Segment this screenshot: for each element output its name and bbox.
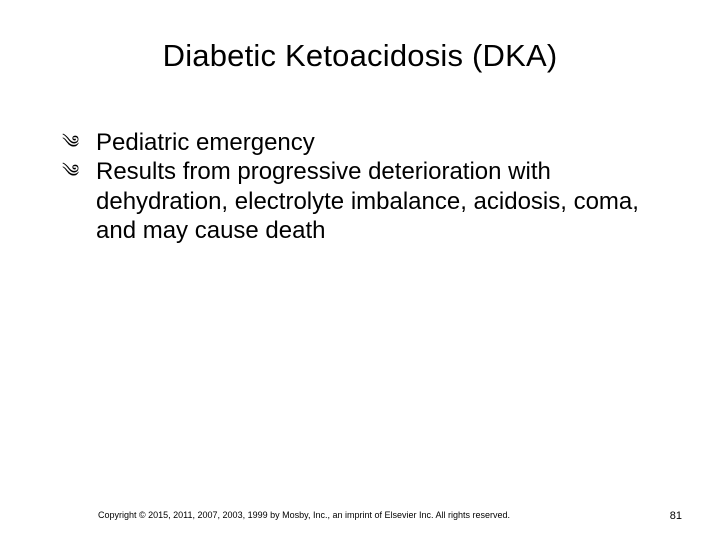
slide-title: Diabetic Ketoacidosis (DKA): [0, 38, 720, 74]
bullet-text: Pediatric emergency: [96, 128, 660, 157]
bullet-icon: ༄: [62, 128, 96, 154]
copyright-text: Copyright © 2015, 2011, 2007, 2003, 1999…: [98, 510, 510, 520]
bullet-icon: ༄: [62, 157, 96, 183]
page-number: 81: [670, 510, 682, 522]
list-item: ༄ Pediatric emergency: [62, 128, 660, 157]
slide: Diabetic Ketoacidosis (DKA) ༄ Pediatric …: [0, 0, 720, 540]
slide-body: ༄ Pediatric emergency ༄ Results from pro…: [62, 128, 660, 245]
bullet-text: Results from progressive deterioration w…: [96, 157, 660, 245]
list-item: ༄ Results from progressive deterioration…: [62, 157, 660, 245]
